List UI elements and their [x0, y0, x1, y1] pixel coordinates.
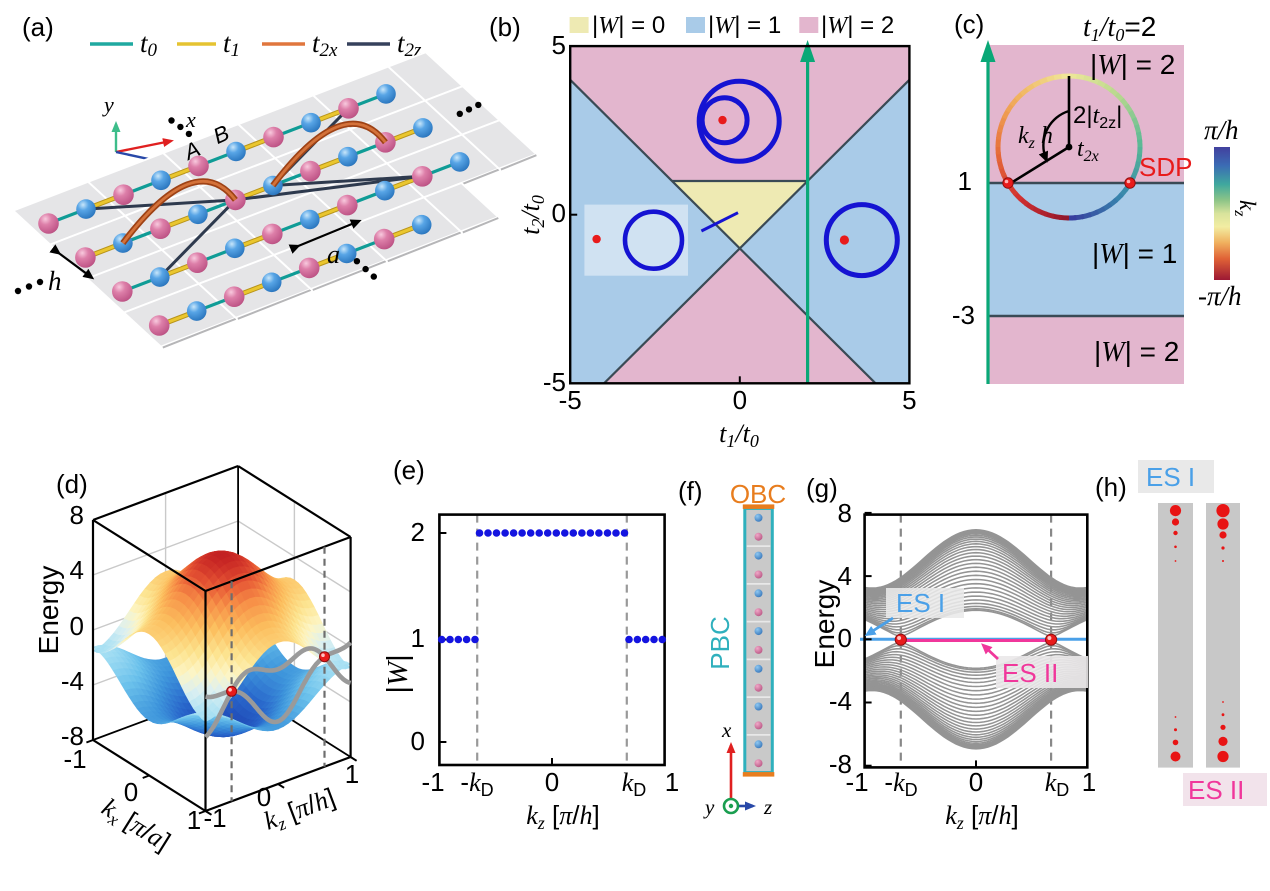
- svg-text:-1: -1: [845, 767, 868, 797]
- svg-text:-5: -5: [559, 385, 582, 415]
- svg-text:4: 4: [70, 555, 84, 585]
- svg-text:8: 8: [70, 500, 84, 530]
- svg-text:0: 0: [969, 767, 983, 797]
- svg-text:|W| = 2: |W| = 2: [821, 12, 894, 39]
- svg-text:-1: -1: [421, 767, 444, 797]
- svg-text:(b): (b): [489, 12, 521, 42]
- svg-text:|W| = 1: |W| = 1: [708, 12, 781, 39]
- svg-text:ES I: ES I: [896, 588, 945, 618]
- svg-text:z: z: [763, 795, 772, 819]
- svg-text:(e): (e): [393, 455, 425, 485]
- svg-text:1: 1: [958, 166, 972, 196]
- svg-text:0: 0: [838, 623, 852, 653]
- svg-text:0: 0: [733, 385, 747, 415]
- svg-text:kz [π/h]: kz [π/h]: [945, 800, 1019, 833]
- svg-text:a: a: [327, 240, 340, 269]
- svg-text:y: y: [102, 92, 114, 117]
- svg-text:0: 0: [70, 611, 84, 641]
- svg-text:x: x: [721, 718, 732, 742]
- svg-text:-4: -4: [829, 686, 852, 716]
- svg-text:0: 0: [257, 782, 271, 812]
- svg-text:-4: -4: [61, 666, 84, 696]
- svg-text:h: h: [48, 266, 62, 296]
- svg-text:ES II: ES II: [1002, 658, 1058, 688]
- svg-text:0: 0: [411, 726, 425, 756]
- svg-text:SDP: SDP: [1139, 152, 1192, 182]
- svg-text:5: 5: [552, 30, 566, 60]
- svg-text:5: 5: [902, 385, 916, 415]
- svg-text:0: 0: [545, 767, 559, 797]
- svg-text:OBC: OBC: [730, 479, 786, 509]
- svg-text:x: x: [185, 107, 196, 132]
- svg-text:(f): (f): [678, 476, 703, 506]
- svg-text:-8: -8: [61, 721, 84, 751]
- svg-text:Energy: Energy: [33, 566, 64, 655]
- svg-text:|W| = 1: |W| = 1: [1092, 238, 1177, 270]
- svg-text:|W| = 0: |W| = 0: [592, 12, 665, 39]
- svg-text:kD: kD: [1045, 768, 1070, 800]
- svg-text:Energy: Energy: [809, 580, 840, 669]
- svg-text:y: y: [703, 795, 715, 819]
- svg-text:(d): (d): [56, 469, 88, 499]
- svg-text:1: 1: [1082, 767, 1096, 797]
- svg-text:kz [π/h]: kz [π/h]: [526, 800, 600, 833]
- svg-text:|W|: |W|: [382, 654, 414, 693]
- svg-text:(a): (a): [22, 12, 54, 42]
- svg-text:kD: kD: [622, 768, 647, 800]
- svg-text:|W| = 2: |W| = 2: [1090, 49, 1175, 81]
- svg-text:PBC: PBC: [705, 616, 735, 669]
- svg-text:8: 8: [838, 498, 852, 528]
- svg-text:-kD: -kD: [460, 767, 493, 800]
- svg-text:ES I: ES I: [1146, 462, 1195, 492]
- svg-text:-π/h: -π/h: [1198, 281, 1242, 311]
- svg-text:1: 1: [187, 805, 201, 835]
- svg-text:-1: -1: [63, 744, 86, 774]
- svg-text:2: 2: [411, 517, 425, 547]
- svg-text:1: 1: [665, 767, 679, 797]
- svg-text:4: 4: [838, 561, 852, 591]
- svg-text:(g): (g): [806, 473, 838, 503]
- svg-text:ES II: ES II: [1188, 775, 1244, 805]
- svg-text:t1/t0: t1/t0: [719, 419, 759, 451]
- svg-text:-8: -8: [829, 749, 852, 779]
- svg-text:0: 0: [552, 198, 566, 228]
- svg-text:(h): (h): [1095, 472, 1127, 502]
- svg-text:π/h: π/h: [1204, 115, 1239, 145]
- svg-text:|W| = 2: |W| = 2: [1094, 336, 1179, 368]
- svg-text:0: 0: [124, 777, 138, 807]
- svg-text:-5: -5: [543, 367, 566, 397]
- svg-text:1: 1: [411, 623, 425, 653]
- svg-text:(c): (c): [954, 9, 984, 39]
- svg-text:-1: -1: [203, 803, 226, 833]
- svg-text:kz h: kz h: [1018, 123, 1053, 152]
- svg-text:1: 1: [345, 759, 359, 789]
- svg-text:-3: -3: [952, 300, 975, 330]
